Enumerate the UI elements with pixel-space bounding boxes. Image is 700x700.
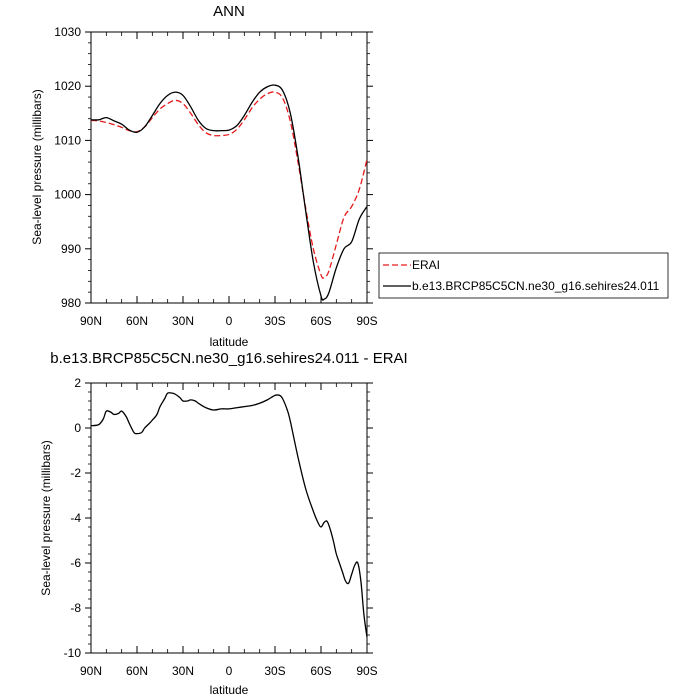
bottom-x-tick-label: 90S	[356, 664, 377, 678]
top-x-tick-label: 90N	[80, 314, 102, 328]
top-series-line-erai	[90, 91, 368, 279]
bottom-plot-frame	[90, 382, 368, 654]
bottom-x-tick-label: 30N	[172, 664, 194, 678]
top-y-tick-label: 980	[61, 296, 81, 310]
bottom-y-tick-label: 0	[74, 421, 81, 435]
top-x-tick-label: 30S	[264, 314, 285, 328]
top-plot-frame	[90, 31, 368, 304]
bottom-y-tick-label: -4	[70, 511, 81, 525]
bottom-y-tick-label: -8	[70, 601, 81, 615]
top-x-tick-label: 60N	[126, 314, 148, 328]
legend-label-model: b.e13.BRCP85C5CN.ne30_g16.sehires24.011	[412, 279, 660, 293]
top-series-line-model	[90, 84, 368, 301]
legend-frame	[378, 252, 669, 299]
bottom-y-axis-label: Sea-level pressure (millibars)	[39, 440, 53, 595]
top-y-tick-label: 990	[61, 242, 81, 256]
top-y-tick-label: 1030	[54, 25, 81, 39]
top-x-tick-label: 60S	[310, 314, 331, 328]
top-panel: ANN 90N 60N 30N 0 30S 60S 90S 980 990 1000 1010 10…	[30, 3, 378, 349]
top-x-axis-label: latitude	[210, 335, 249, 349]
top-y-axis-label: Sea-level pressure (millibars)	[30, 89, 44, 244]
bottom-x-tick-label: 0	[226, 664, 233, 678]
bottom-y-tick-label: -6	[70, 556, 81, 570]
top-chart-title: ANN	[213, 3, 245, 20]
bottom-x-tick-label: 90N	[80, 664, 102, 678]
bottom-x-tick-label: 60S	[310, 664, 331, 678]
bottom-y-tick-label: -10	[64, 646, 82, 660]
bottom-x-tick-label: 30S	[264, 664, 285, 678]
top-y-tick-label: 1010	[54, 133, 81, 147]
bottom-x-axis-label: latitude	[210, 683, 249, 697]
legend-label-erai: ERAI	[412, 258, 440, 272]
bottom-panel: b.e13.BRCP85C5CN.ne30_g16.sehires24.011 …	[39, 350, 408, 697]
bottom-y-tick-label: -2	[70, 466, 81, 480]
top-x-tick-label: 90S	[356, 314, 377, 328]
legend: ERAI b.e13.BRCP85C5CN.ne30_g16.sehires24…	[378, 252, 669, 299]
top-x-tick-label: 30N	[172, 314, 194, 328]
top-x-tick-label: 0	[226, 314, 233, 328]
bottom-x-tick-label: 60N	[126, 664, 148, 678]
top-y-tick-label: 1000	[54, 188, 81, 202]
bottom-y-tick-label: 2	[74, 376, 81, 390]
bottom-series-line-difference	[90, 392, 368, 638]
top-y-tick-label: 1020	[54, 79, 81, 93]
bottom-chart-title: b.e13.BRCP85C5CN.ne30_g16.sehires24.011 …	[50, 350, 407, 367]
